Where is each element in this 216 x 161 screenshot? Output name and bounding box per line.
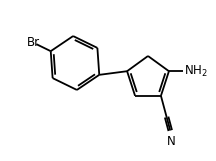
Text: N: N — [167, 135, 176, 148]
Text: NH$_2$: NH$_2$ — [184, 64, 208, 79]
Text: Br: Br — [27, 36, 40, 49]
